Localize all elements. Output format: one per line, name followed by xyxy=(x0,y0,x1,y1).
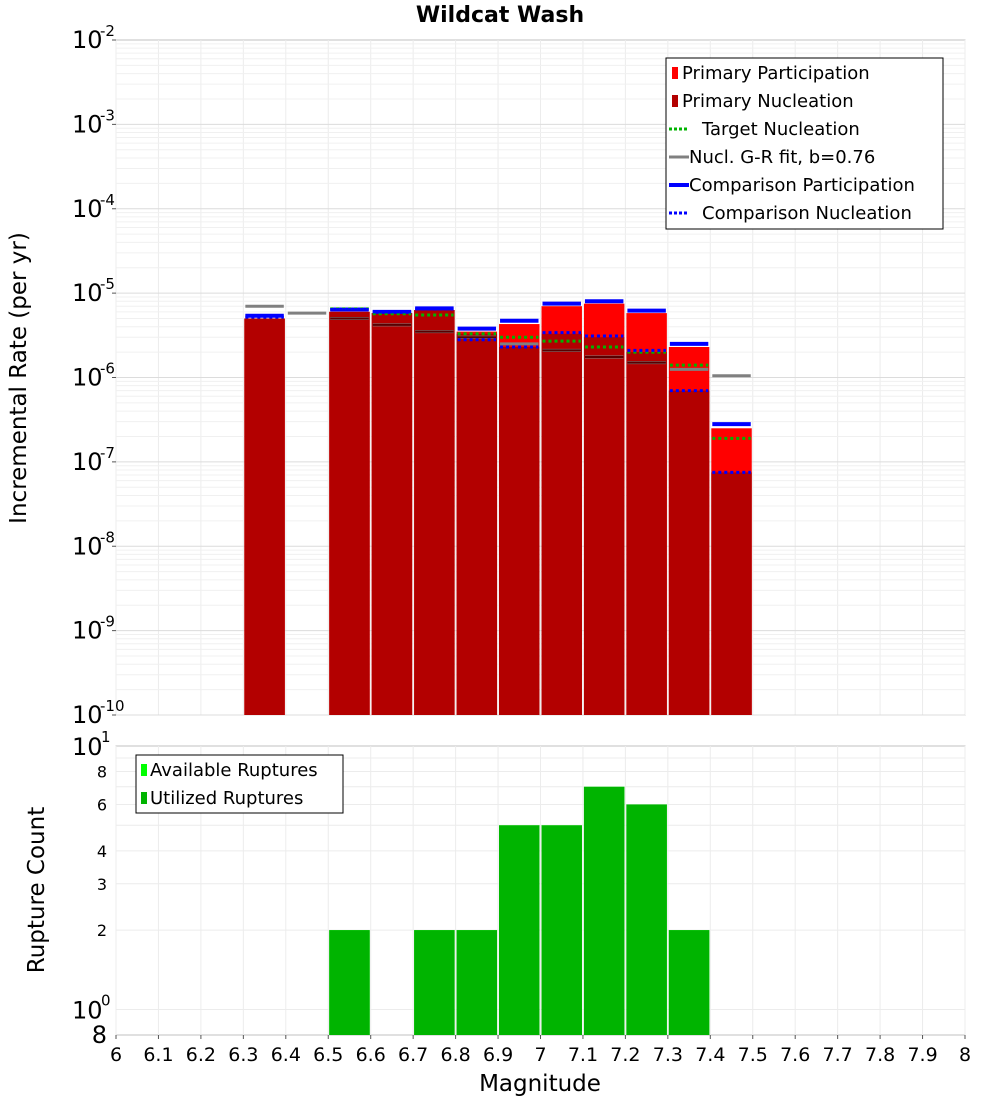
x-tick-label: 7.8 xyxy=(865,1044,895,1066)
utilized-ruptures-bar xyxy=(626,804,667,1035)
top-y-tick-label: 10 xyxy=(72,279,103,307)
top-y-tick-exponent: -6 xyxy=(100,360,115,378)
legend-label: Comparison Nucleation xyxy=(702,203,912,224)
x-axis-title: Magnitude xyxy=(479,1071,601,1097)
primary-nucleation-bar xyxy=(414,310,455,715)
top-y-tick-label: 10 xyxy=(72,448,103,476)
bottom-y-tick-label: 6 xyxy=(97,795,107,814)
top-y-tick-exponent: -5 xyxy=(100,275,115,293)
primary-nucleation-bar xyxy=(499,346,540,715)
legend-label: Primary Participation xyxy=(682,63,870,84)
utilized-ruptures-bar xyxy=(499,825,540,1035)
x-tick-label: 6 xyxy=(110,1044,122,1066)
legend-label: Utilized Ruptures xyxy=(150,788,303,809)
bottom-legend-box xyxy=(135,754,344,814)
utilized-ruptures-bar xyxy=(329,930,370,1035)
bottom-y-tick-label: 8 xyxy=(97,763,107,782)
bottom-y-tick-exponent: 0 xyxy=(101,991,111,1009)
primary-nucleation-bar xyxy=(583,337,625,715)
legend-label: Available Ruptures xyxy=(150,760,318,781)
bottom-y-tick-label: 3 xyxy=(97,875,107,894)
top-y-tick-exponent: -2 xyxy=(100,22,115,40)
primary-nucleation-bar xyxy=(456,333,498,715)
x-tick-label: 7.2 xyxy=(610,1044,640,1066)
x-tick-label: 7.3 xyxy=(653,1044,683,1066)
primary-nucleation-bar xyxy=(711,472,752,715)
legend-label: Nucl. G-R fit, b=0.76 xyxy=(689,147,875,168)
top-y-tick-exponent: -3 xyxy=(100,106,115,124)
bottom-y-tick-label: 4 xyxy=(97,842,107,861)
x-tick-label: 6.4 xyxy=(271,1044,301,1066)
legend-label: Target Nucleation xyxy=(701,119,860,140)
bottom-y-axis-title: Rupture Count xyxy=(24,807,50,973)
top-y-tick-label: 10 xyxy=(72,532,103,560)
x-tick-labels: 6 6.1 6.2 6.3 6.4 6.5 6.6 6.7 6.8 6.9 7 7.1 7.2 7.3 7.… xyxy=(110,1035,971,1066)
primary-nucleation-bar xyxy=(371,313,413,715)
x-tick-label: 6.9 xyxy=(483,1044,513,1066)
top-y-tick-exponent: -10 xyxy=(100,697,125,715)
legend-swatch xyxy=(672,95,678,107)
bottom-y-tick-exponent: 1 xyxy=(101,728,111,746)
primary-nucleation-bar xyxy=(668,390,710,715)
top-y-tick-label: 10 xyxy=(72,195,103,223)
bottom-legend: Available Ruptures Utilized Ruptures xyxy=(135,754,344,814)
x-tick-label: 7.6 xyxy=(780,1044,810,1066)
x-tick-label: 6.2 xyxy=(186,1044,216,1066)
x-tick-label: 8 xyxy=(959,1044,971,1066)
top-y-tick-label: 10 xyxy=(72,701,103,729)
x-tick-label: 7.9 xyxy=(907,1044,937,1066)
top-legend: Primary Participation Primary Nucleation T… xyxy=(665,57,944,230)
legend-swatch xyxy=(141,764,147,776)
x-tick-label: 6.1 xyxy=(143,1044,173,1066)
primary-nucleation-bar xyxy=(541,333,582,715)
legend-swatch xyxy=(672,67,678,79)
legend-label: Primary Nucleation xyxy=(682,91,854,112)
legend-swatch xyxy=(141,792,147,804)
primary-nucleation-bar xyxy=(626,352,667,715)
x-tick-label: 6.8 xyxy=(440,1044,470,1066)
top-y-tick-label: 10 xyxy=(72,110,103,138)
x-tick-label: 6.5 xyxy=(313,1044,343,1066)
utilized-ruptures-bar xyxy=(456,930,498,1035)
top-lines xyxy=(245,299,751,474)
top-y-axis-title: Incremental Rate (per yr) xyxy=(6,232,32,524)
top-y-tick-label: 10 xyxy=(72,364,103,392)
utilized-ruptures-bar xyxy=(583,786,625,1035)
top-y-tick-exponent: -9 xyxy=(100,613,115,631)
bottom-y-tick-label: 2 xyxy=(97,921,107,940)
top-y-tick-label: 10 xyxy=(72,26,103,54)
primary-nucleation-bar xyxy=(244,318,285,715)
chart-title: Wildcat Wash xyxy=(416,3,584,28)
top-y-tick-exponent: -8 xyxy=(100,528,115,546)
utilized-ruptures-bar xyxy=(541,825,582,1035)
top-grid xyxy=(115,40,966,716)
utilized-ruptures-bar xyxy=(668,930,710,1035)
legend-label: Comparison Participation xyxy=(689,175,915,196)
top-legend-box xyxy=(665,57,944,230)
top-y-tick-exponent: -4 xyxy=(100,191,115,209)
x-tick-label: 6.3 xyxy=(228,1044,258,1066)
primary-nucleation-bar xyxy=(329,311,370,715)
x-tick-label: 7.1 xyxy=(568,1044,598,1066)
x-tick-label: 7.7 xyxy=(823,1044,853,1066)
x-tick-label: 6.6 xyxy=(356,1044,386,1066)
top-bars xyxy=(244,303,752,715)
x-tick-label: 7 xyxy=(534,1044,546,1066)
bottom-y-tick-label: 10 xyxy=(72,996,103,1024)
x-tick-label: 7.4 xyxy=(695,1044,725,1066)
bottom-y-tick-label: 10 xyxy=(72,733,103,761)
x-tick-label: 6.7 xyxy=(398,1044,428,1066)
top-y-tick-exponent: -7 xyxy=(100,444,115,462)
x-tick-label: 7.5 xyxy=(738,1044,768,1066)
top-y-tick-label: 10 xyxy=(72,617,103,645)
bottom-bars xyxy=(329,786,710,1035)
bottom-y-tick-label: 8 xyxy=(92,1021,107,1049)
utilized-ruptures-bar xyxy=(414,930,455,1035)
